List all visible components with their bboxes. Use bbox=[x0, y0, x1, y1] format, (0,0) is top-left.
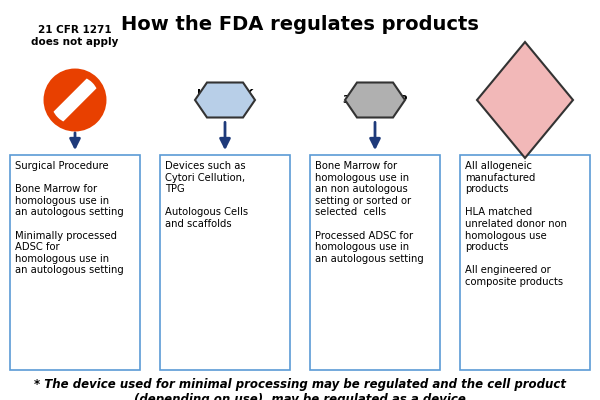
Text: 361 HCT/P: 361 HCT/P bbox=[343, 95, 407, 105]
Text: 351 HCT/P: 351 HCT/P bbox=[493, 95, 557, 105]
Polygon shape bbox=[195, 82, 255, 118]
Circle shape bbox=[47, 72, 103, 128]
Text: Devices such as
Cytori Cellution,
TPG

Autologous Cells
and scaffolds: Devices such as Cytori Cellution, TPG Au… bbox=[165, 161, 248, 229]
Text: IDE/510K
device: IDE/510K device bbox=[197, 89, 253, 111]
Text: Bone Marrow for
homologous use in
an non autologous
setting or sorted or
selecte: Bone Marrow for homologous use in an non… bbox=[315, 161, 424, 264]
FancyBboxPatch shape bbox=[310, 155, 440, 370]
Polygon shape bbox=[477, 42, 573, 158]
Polygon shape bbox=[345, 82, 405, 118]
FancyBboxPatch shape bbox=[10, 155, 140, 370]
Text: * The device used for minimal processing may be regulated and the cell product
(: * The device used for minimal processing… bbox=[34, 378, 566, 400]
Text: 21 CFR 1271
does not apply: 21 CFR 1271 does not apply bbox=[31, 25, 119, 47]
Text: How the FDA regulates products: How the FDA regulates products bbox=[121, 15, 479, 34]
Text: Surgical Procedure

Bone Marrow for
homologous use in
an autologous setting

Min: Surgical Procedure Bone Marrow for homol… bbox=[15, 161, 124, 275]
FancyBboxPatch shape bbox=[460, 155, 590, 370]
FancyBboxPatch shape bbox=[160, 155, 290, 370]
Text: All allogeneic
manufactured
products

HLA matched
unrelated donor non
homologous: All allogeneic manufactured products HLA… bbox=[465, 161, 567, 287]
